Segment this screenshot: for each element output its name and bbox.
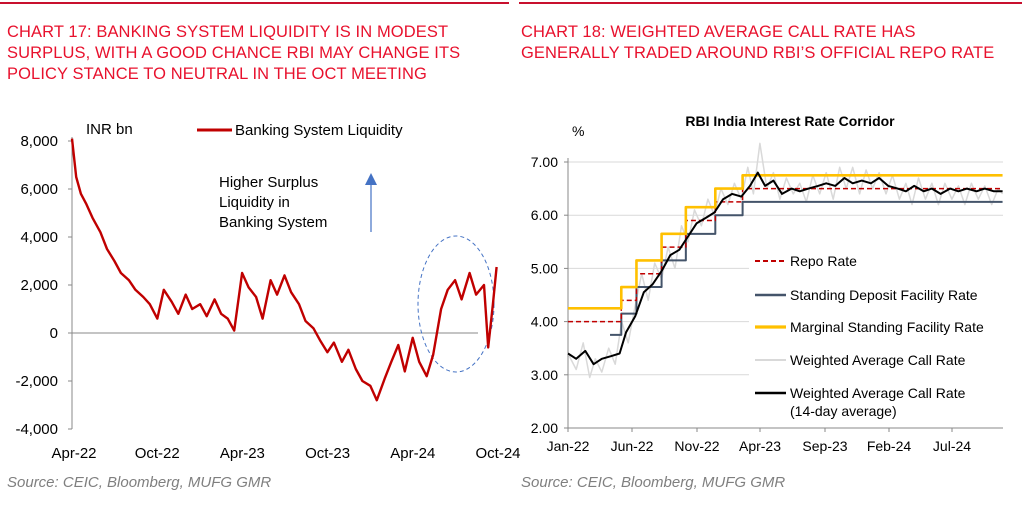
series-line-repo-rate <box>568 187 1003 323</box>
unit-label: INR bn <box>86 121 133 138</box>
legend-label-marginal-standing-facility-rate: Marginal Standing Facility Rate <box>790 319 984 335</box>
legend-label-weighted-average-call-rate-14-day-average: Weighted Average Call Rate <box>790 385 966 401</box>
y-tick-label: 4,000 <box>20 229 58 246</box>
x-tick-label: Nov-22 <box>674 438 719 454</box>
y-tick-label: 8,000 <box>20 133 58 150</box>
y-tick-label: 2,000 <box>20 277 58 294</box>
y-tick-label: 4.00 <box>531 314 558 330</box>
x-tick-label: Apr-22 <box>51 445 96 462</box>
y-tick-label: -4,000 <box>15 421 58 438</box>
y-tick-label: 6.00 <box>531 207 558 223</box>
y-tick-label: 0 <box>50 325 58 342</box>
legend-label-weighted-average-call-rate-14-day-average-suffix: (14-day average) <box>790 403 897 419</box>
x-tick-label: Oct-23 <box>305 445 350 462</box>
x-tick-label: Feb-24 <box>867 438 912 454</box>
legend-box <box>749 245 1017 423</box>
x-tick-label: Apr-24 <box>390 445 435 462</box>
y-tick-label: 3.00 <box>531 367 558 383</box>
series-line-weighted-average-call-rate-14-day-average <box>567 171 1003 366</box>
series-line-marginal-standing-facility-rate <box>568 174 1003 310</box>
top-rule-left <box>0 2 509 4</box>
left-source-note: Source: CEIC, Bloomberg, MUFG GMR <box>7 474 272 491</box>
series-line-banking-system-liquidity <box>70 138 498 402</box>
series-line-standing-deposit-facility-rate <box>610 200 1003 336</box>
x-tick-label: Jul-24 <box>933 438 971 454</box>
legend-label-standing-deposit-facility-rate: Standing Deposit Facility Rate <box>790 287 978 303</box>
legend-label-weighted-average-call-rate: Weighted Average Call Rate <box>790 352 966 368</box>
chart-subtitle: RBI India Interest Rate Corridor <box>685 113 895 129</box>
y-tick-label: 2.00 <box>531 420 558 436</box>
up-arrow-head <box>365 173 377 185</box>
y-tick-label: 7.00 <box>531 154 558 170</box>
x-tick-label: Oct-22 <box>135 445 180 462</box>
left-chart-title: CHART 17: BANKING SYSTEM LIQUIDITY IS IN… <box>7 23 461 83</box>
x-tick-label: Apr-23 <box>739 438 781 454</box>
right-source-note: Source: CEIC, Bloomberg, MUFG GMR <box>521 474 786 491</box>
legend-label-repo-rate: Repo Rate <box>790 253 857 269</box>
x-tick-label: Oct-24 <box>475 445 520 462</box>
top-rule-right <box>519 2 1022 4</box>
legend-label-liquidity: Banking System Liquidity <box>235 122 403 139</box>
x-tick-label: Jun-22 <box>611 438 654 454</box>
y-tick-label: 6,000 <box>20 181 58 198</box>
annotation-text-line: Banking System <box>219 214 327 231</box>
right-chart-title: CHART 18: WEIGHTED AVERAGE CALL RATE HAS… <box>521 23 995 62</box>
x-tick-label: Jan-22 <box>547 438 590 454</box>
x-tick-label: Sep-23 <box>802 438 847 454</box>
x-tick-label: Apr-23 <box>220 445 265 462</box>
annotation-text-line: Higher Surplus <box>219 174 318 191</box>
unit-label: % <box>572 123 584 139</box>
y-tick-label: -2,000 <box>15 373 58 390</box>
annotation-text-line: Liquidity in <box>219 194 290 211</box>
y-tick-label: 5.00 <box>531 260 558 276</box>
